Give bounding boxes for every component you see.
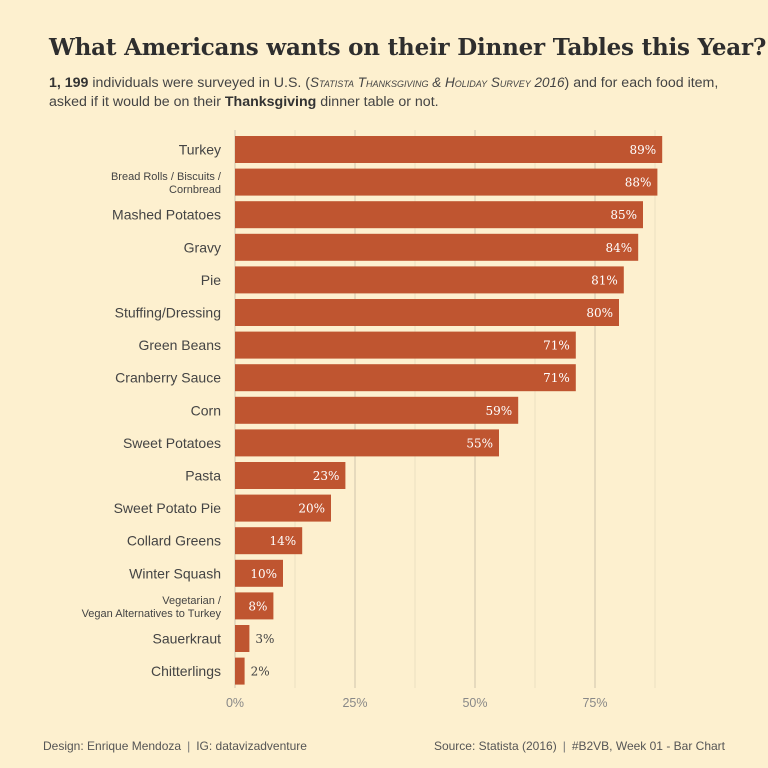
bar: [235, 429, 499, 457]
footer-credits: Design: Enrique Mendoza | IG: datavizadven…: [43, 739, 307, 753]
subtitle-survey-name: Statista Thanksgiving & Holiday Survey 2…: [310, 75, 565, 90]
category-label: Mashed Potatoes: [112, 207, 221, 223]
data-label: 3%: [255, 632, 274, 646]
subtitle-text-2: ) and for each food item, asked if it wo…: [49, 75, 719, 110]
category-label: Bread Rolls / Biscuits /: [111, 171, 222, 183]
bar: [235, 494, 331, 522]
footer-tag: #B2VB, Week 01 - Bar Chart: [571, 739, 725, 753]
data-label: 88%: [625, 176, 652, 190]
bar: [235, 364, 576, 392]
category-label: Chitterlings: [151, 663, 221, 679]
category-label: Green Beans: [139, 337, 222, 353]
data-label: 89%: [630, 143, 657, 157]
x-tick-label: 25%: [342, 696, 367, 710]
footer-separator: |: [562, 739, 566, 753]
x-tick-label: 75%: [582, 696, 607, 710]
category-label: Vegan Alternatives to Turkey: [82, 608, 222, 620]
bar: [235, 625, 250, 652]
subtitle-count: 1, 199: [49, 75, 89, 91]
category-label: Sweet Potato Pie: [114, 500, 222, 516]
bar: [235, 136, 663, 163]
bar: [235, 168, 658, 196]
bar: [235, 233, 639, 261]
category-label: Cornbread: [169, 184, 221, 196]
category-label: Pasta: [185, 468, 221, 484]
data-label: 81%: [591, 273, 618, 287]
category-label: Winter Squash: [129, 565, 221, 581]
bar: [235, 266, 624, 294]
footer-source: Source: Statista (2016) | #B2VB, Week 01 -…: [434, 739, 725, 753]
data-label: 8%: [248, 599, 267, 613]
bar: [235, 559, 283, 587]
data-label: 2%: [251, 665, 270, 679]
subtitle-text-1: individuals were surveyed in U.S. (: [88, 75, 311, 91]
bar: [235, 201, 643, 229]
chart-subtitle: 1, 199 individuals were surveyed in U.S.…: [49, 73, 729, 112]
bar: [235, 462, 346, 489]
category-label: Sauerkraut: [153, 631, 222, 647]
data-label: 71%: [543, 371, 570, 385]
footer-source-text: Source: Statista (2016): [433, 739, 557, 753]
data-label: 80%: [586, 306, 613, 320]
category-label: Vegetarian /: [162, 595, 222, 607]
category-label: Stuffing/Dressing: [115, 305, 221, 321]
bar: [235, 592, 274, 620]
data-label: 20%: [298, 502, 325, 516]
footer-separator: |: [187, 739, 191, 753]
category-label: Gravy: [184, 239, 221, 255]
category-label: Sweet Potatoes: [123, 435, 221, 451]
data-label: 14%: [270, 534, 297, 548]
footer-design: Design: Enrique Mendoza: [43, 739, 182, 753]
category-label: Turkey: [179, 142, 221, 158]
category-label: Cranberry Sauce: [115, 370, 221, 386]
bar: [235, 396, 519, 424]
bar: [235, 657, 245, 685]
x-tick-label: 50%: [462, 696, 487, 710]
bar-chart: 0% 25% 50% 75% 89% Turkey 88% Bread Rolls / Bis…: [82, 130, 663, 710]
subtitle-thanksgiving: Thanksgiving: [224, 94, 317, 110]
category-label: Corn: [191, 402, 221, 418]
subtitle-text-3: dinner table or not.: [316, 94, 439, 110]
bar: [235, 527, 303, 555]
data-label: 23%: [313, 469, 340, 483]
bar: [235, 331, 576, 359]
data-label: 55%: [466, 436, 493, 450]
chart-title: What Americans wants on their Dinner Tab…: [49, 34, 767, 61]
category-label: Collard Greens: [127, 533, 221, 549]
data-label: 59%: [486, 404, 513, 418]
bar: [235, 299, 619, 326]
x-tick-label: 0%: [226, 696, 244, 710]
footer-instagram: IG: datavizadventure: [196, 739, 307, 753]
data-label: 10%: [250, 567, 277, 581]
data-label: 71%: [543, 339, 570, 353]
category-label: Pie: [201, 272, 221, 288]
data-label: 84%: [606, 241, 633, 255]
data-label: 85%: [610, 208, 637, 222]
